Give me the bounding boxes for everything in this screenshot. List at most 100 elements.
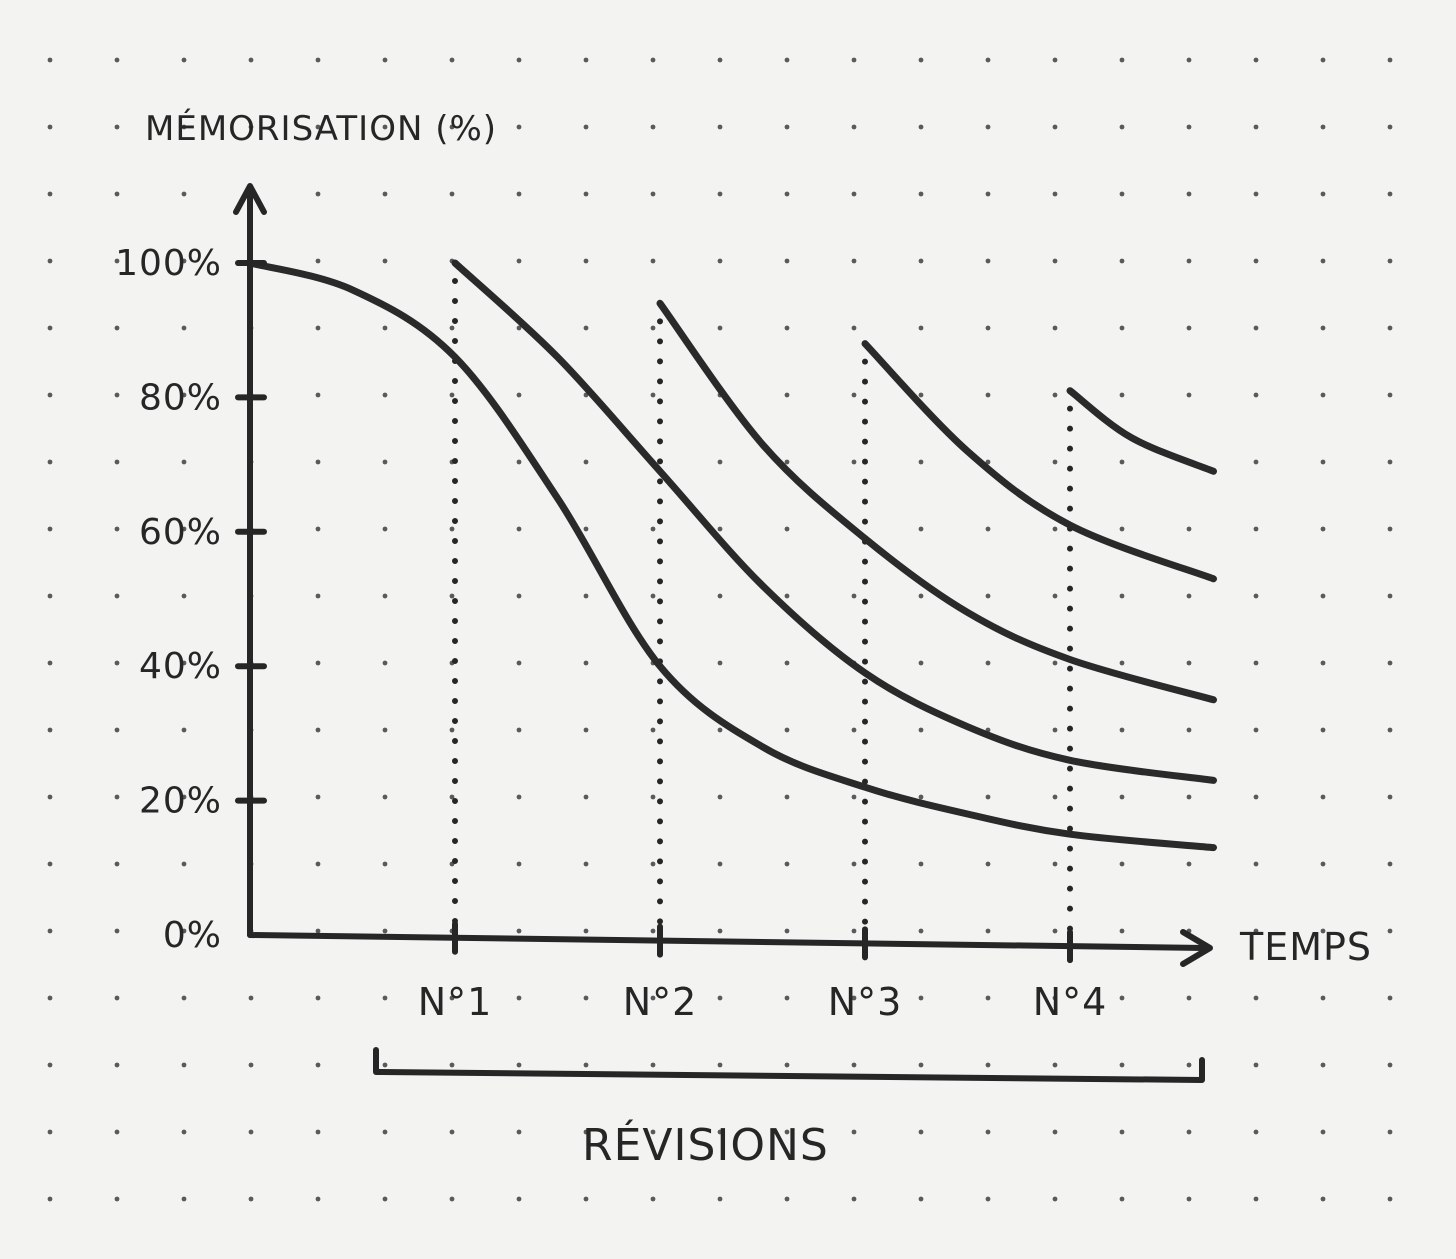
grid-dot	[784, 660, 790, 666]
grid-dot	[181, 459, 187, 465]
grid-dot	[1052, 459, 1058, 465]
grid-dot	[382, 459, 388, 465]
grid-dot	[181, 1062, 187, 1068]
grid-dot	[784, 727, 790, 733]
grid-dot	[985, 258, 991, 264]
grid-dot	[315, 727, 321, 733]
grid-dot	[516, 1196, 522, 1202]
grid-dot	[47, 861, 53, 867]
grid-dot	[985, 191, 991, 197]
grid-dot	[1186, 861, 1192, 867]
axes	[233, 183, 1213, 967]
grid-dot	[315, 660, 321, 666]
grid-dot	[1186, 392, 1192, 398]
grid-dot	[918, 660, 924, 666]
grid-dot	[784, 392, 790, 398]
grid-dot	[851, 1196, 857, 1202]
grid-dot	[315, 593, 321, 599]
grid-dot	[717, 459, 723, 465]
y-tick-label: 40%	[139, 646, 222, 687]
grid-dot	[315, 1196, 321, 1202]
grid-dot	[181, 794, 187, 800]
grid-dot	[918, 57, 924, 63]
grid-dot	[650, 526, 656, 532]
grid-dot	[516, 861, 522, 867]
y-tick-label: 20%	[139, 781, 222, 822]
forgetting-curve-2	[451, 259, 1217, 784]
x-tick-label: N°1	[418, 980, 493, 1024]
grid-dot	[1186, 57, 1192, 63]
grid-dot	[717, 258, 723, 264]
grid-dot	[449, 1196, 455, 1202]
grid-dot	[650, 191, 656, 197]
grid-dot	[1052, 57, 1058, 63]
grid-dot	[382, 1129, 388, 1135]
grid-dot	[1052, 1129, 1058, 1135]
grid-dot	[784, 258, 790, 264]
grid-dot	[47, 1062, 53, 1068]
grid-dot	[1052, 794, 1058, 800]
grid-dot	[583, 1062, 589, 1068]
grid-dot	[114, 1196, 120, 1202]
grid-dot	[47, 727, 53, 733]
grid-dot	[1387, 928, 1393, 934]
grid-dot	[918, 928, 924, 934]
grid-dot	[1119, 459, 1125, 465]
grid-dot	[516, 1129, 522, 1135]
grid-dot	[918, 794, 924, 800]
grid-dot	[918, 727, 924, 733]
grid-dot	[382, 325, 388, 331]
grid-dot	[1320, 794, 1326, 800]
grid-dot	[583, 1129, 589, 1135]
grid-dot	[315, 325, 321, 331]
grid-dot	[1119, 794, 1125, 800]
grid-dot	[47, 995, 53, 1001]
grid-dot	[1052, 995, 1058, 1001]
grid-dot	[1387, 1129, 1393, 1135]
grid-dot	[851, 1129, 857, 1135]
x-tick-label: N°3	[828, 980, 903, 1024]
grid-dot	[1253, 1129, 1259, 1135]
grid-dot	[1253, 1196, 1259, 1202]
grid-dot	[181, 325, 187, 331]
grid-dot	[449, 1062, 455, 1068]
grid-dot	[382, 191, 388, 197]
grid-dot	[248, 1062, 254, 1068]
grid-dot	[650, 392, 656, 398]
grid-dot	[382, 1062, 388, 1068]
grid-dot	[985, 57, 991, 63]
grid-dot	[717, 325, 723, 331]
grid-dot	[1186, 660, 1192, 666]
grid-dot	[114, 928, 120, 934]
grid-dot	[382, 392, 388, 398]
y-tick-label: 0%	[163, 915, 222, 956]
grid-dot	[47, 593, 53, 599]
grid-dot	[449, 526, 455, 532]
grid-dot	[315, 191, 321, 197]
grid-dot	[717, 1062, 723, 1068]
grid-dot	[1320, 727, 1326, 733]
grid-dot	[985, 1129, 991, 1135]
grid-dot	[583, 526, 589, 532]
grid-dot	[114, 861, 120, 867]
x-tick-label: N°4	[1033, 980, 1108, 1024]
y-tick-label: 100%	[115, 243, 222, 284]
grid-dot	[784, 325, 790, 331]
grid-dot	[1186, 258, 1192, 264]
grid-dot	[1119, 660, 1125, 666]
grid-dot	[918, 392, 924, 398]
grid-dot	[114, 325, 120, 331]
grid-dot	[516, 459, 522, 465]
grid-dot	[1253, 459, 1259, 465]
grid-dot	[1320, 392, 1326, 398]
grid-dot	[449, 57, 455, 63]
grid-dot	[1387, 660, 1393, 666]
grid-dot	[717, 727, 723, 733]
grid-dot	[1052, 593, 1058, 599]
grid-dot	[382, 861, 388, 867]
grid-dot	[1320, 258, 1326, 264]
grid-dot	[315, 995, 321, 1001]
forgetting-curve-5	[1066, 387, 1217, 475]
grid-dot	[516, 660, 522, 666]
